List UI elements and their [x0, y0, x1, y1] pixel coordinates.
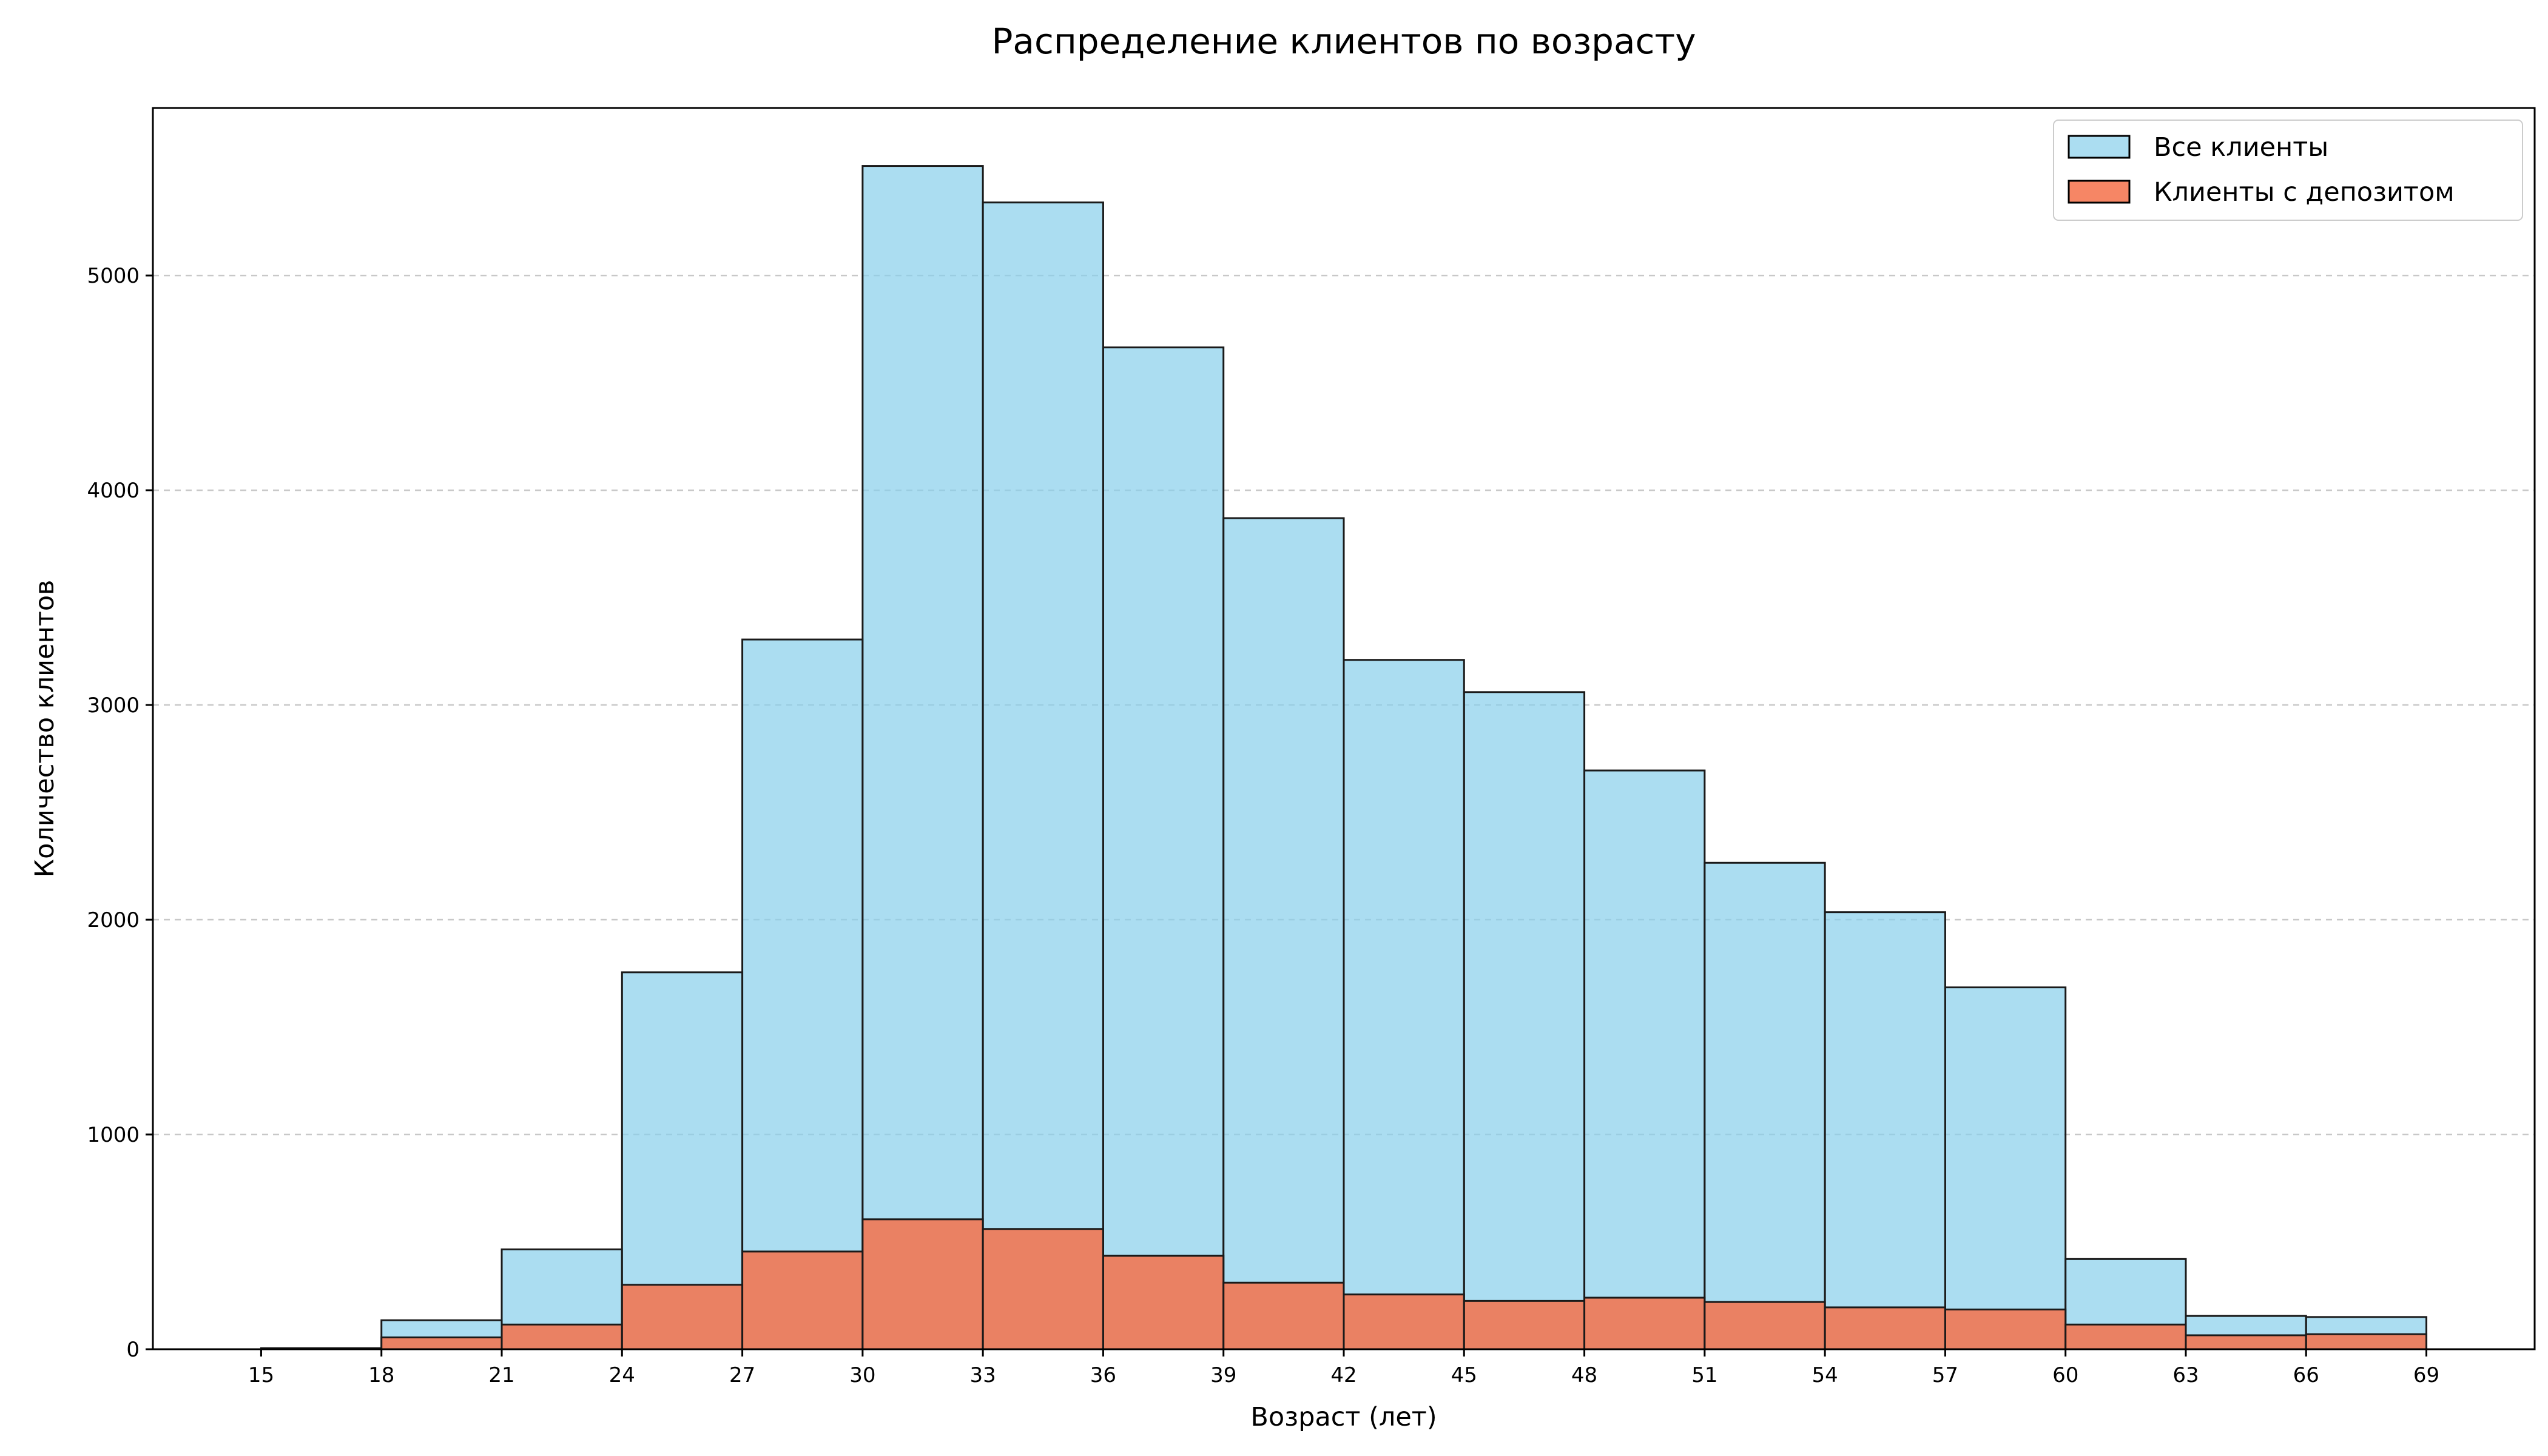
x-tick-label: 18 — [368, 1363, 394, 1387]
x-tick-label: 63 — [2172, 1363, 2199, 1387]
x-tick-label: 51 — [1691, 1363, 1717, 1387]
legend-label-all-clients: Все клиенты — [2154, 132, 2328, 163]
x-axis-title: Возраст (лет) — [1250, 1402, 1437, 1432]
bar-deposit-clients-48 — [1583, 1296, 1706, 1350]
bar-deposit-clients-54 — [1824, 1306, 1946, 1350]
bar-deposit-clients-42 — [1343, 1293, 1465, 1350]
bar-deposit-clients-60 — [2064, 1323, 2187, 1350]
y-tick-label: 5000 — [87, 264, 140, 288]
x-tick-label: 45 — [1451, 1363, 1477, 1387]
y-tick-label: 0 — [126, 1338, 140, 1362]
x-tick-label: 57 — [1932, 1363, 1958, 1387]
bar-deposit-clients-66 — [2305, 1333, 2428, 1350]
x-tick-label: 69 — [2413, 1363, 2439, 1387]
bar-all-clients-36 — [1102, 346, 1225, 1350]
x-tick-label: 24 — [609, 1363, 635, 1387]
chart-title: Распределение клиентов по возрасту — [991, 21, 1696, 62]
x-tick-label: 36 — [1090, 1363, 1116, 1387]
y-tick-label: 3000 — [87, 693, 140, 718]
bar-deposit-clients-63 — [2185, 1334, 2307, 1350]
bar-deposit-clients-33 — [982, 1228, 1104, 1350]
bars — [260, 165, 2428, 1350]
bar-all-clients-42 — [1343, 659, 1465, 1350]
x-tick-label: 54 — [1812, 1363, 1838, 1387]
y-tick-label: 1000 — [87, 1123, 140, 1147]
bar-deposit-clients-18 — [380, 1336, 503, 1350]
x-tick-label: 42 — [1330, 1363, 1357, 1387]
y-axis-ticks: 0 1000 2000 3000 4000 5000 — [87, 264, 153, 1362]
bar-all-clients-45 — [1463, 691, 1586, 1350]
bar-deposit-clients-45 — [1463, 1299, 1586, 1350]
series-0-bars — [260, 165, 2428, 1350]
bar-deposit-clients-39 — [1222, 1281, 1345, 1350]
legend-swatch-deposit-clients — [2068, 180, 2131, 204]
legend-frame — [2053, 120, 2523, 221]
bar-deposit-clients-21 — [500, 1323, 623, 1350]
bar-all-clients-54 — [1824, 911, 1946, 1350]
bar-all-clients-33 — [982, 201, 1104, 1350]
x-tick-label: 60 — [2052, 1363, 2078, 1387]
bar-all-clients-48 — [1583, 769, 1706, 1350]
legend-swatch-all-clients — [2068, 135, 2131, 159]
x-axis-ticks: 15 18 21 24 27 30 33 36 39 42 45 48 51 54 57 60 63 66 69 — [248, 1349, 2439, 1387]
bar-all-clients-39 — [1222, 517, 1345, 1350]
bar-all-clients-30 — [861, 165, 984, 1350]
x-tick-label: 39 — [1210, 1363, 1236, 1387]
x-tick-label: 33 — [970, 1363, 996, 1387]
bar-all-clients-57 — [1944, 986, 2067, 1350]
y-tick-label: 2000 — [87, 908, 140, 932]
x-tick-label: 48 — [1571, 1363, 1597, 1387]
bar-deposit-clients-51 — [1704, 1301, 1826, 1350]
bar-deposit-clients-30 — [861, 1218, 984, 1350]
bar-deposit-clients-36 — [1102, 1255, 1225, 1350]
bar-all-clients-27 — [741, 638, 864, 1350]
bar-deposit-clients-27 — [741, 1250, 864, 1350]
legend: Все клиенты Клиенты с депозитом — [2053, 120, 2523, 221]
y-tick-label: 4000 — [87, 479, 140, 503]
x-tick-label: 30 — [849, 1363, 875, 1387]
x-tick-label: 27 — [729, 1363, 755, 1387]
bar-deposit-clients-24 — [621, 1284, 744, 1350]
x-tick-label: 21 — [488, 1363, 514, 1387]
y-axis-title: Количество клиентов — [30, 580, 60, 878]
x-tick-label: 66 — [2293, 1363, 2319, 1387]
bar-all-clients-51 — [1704, 861, 1826, 1350]
bar-deposit-clients-57 — [1944, 1309, 2067, 1350]
legend-label-deposit-clients: Клиенты с депозитом — [2154, 177, 2455, 207]
x-tick-label: 15 — [248, 1363, 274, 1387]
